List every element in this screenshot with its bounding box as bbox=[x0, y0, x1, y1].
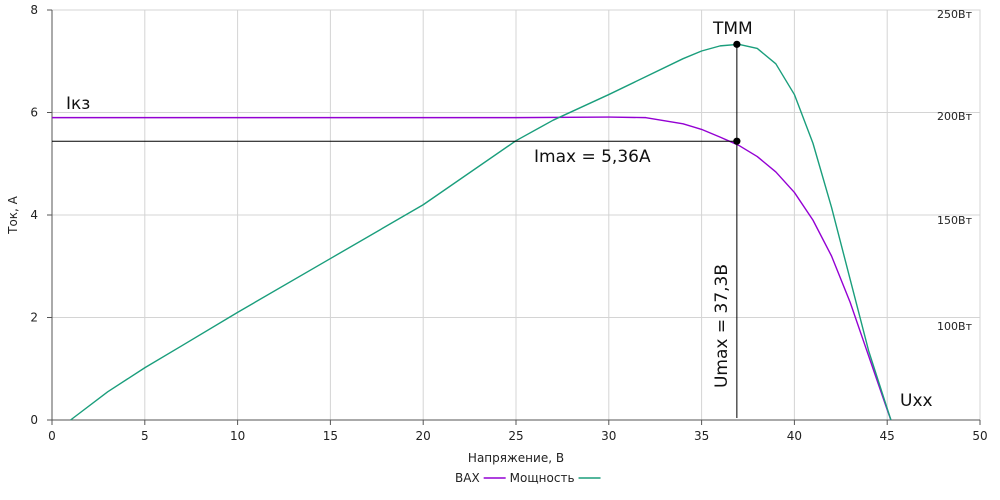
secondary-axis-label: 100Вт bbox=[937, 320, 973, 333]
y-tick-label: 2 bbox=[30, 311, 38, 325]
series-line-0 bbox=[52, 116, 892, 421]
grid bbox=[51, 9, 981, 421]
annotation-uxx: Uxx bbox=[900, 391, 933, 411]
x-tick-label: 10 bbox=[230, 429, 245, 443]
annotation-umax: Umax = 37,3В bbox=[712, 264, 732, 388]
x-tick-label: 45 bbox=[880, 429, 895, 443]
annotation-ikz: Iкз bbox=[66, 94, 90, 114]
x-tick-label: 25 bbox=[508, 429, 523, 443]
legend-label-1: Мощность bbox=[510, 471, 575, 485]
annotation-tmm: ТММ bbox=[712, 19, 753, 39]
y-axis-title: Ток, А bbox=[6, 195, 20, 235]
mpp-power-marker bbox=[733, 40, 741, 48]
x-tick-label: 50 bbox=[972, 429, 987, 443]
series-line-1 bbox=[70, 43, 892, 421]
secondary-axis-label: 200Вт bbox=[937, 110, 973, 123]
secondary-axis-label: 150Вт bbox=[937, 214, 973, 227]
x-tick-label: 40 bbox=[787, 429, 802, 443]
x-tick-label: 0 bbox=[48, 429, 56, 443]
secondary-axis-label: 250Вт bbox=[937, 8, 973, 21]
legend-label-0: ВАХ bbox=[455, 471, 480, 485]
y-tick-label: 6 bbox=[30, 106, 38, 120]
annotation-layer: Iкз ТММ Imax = 5,36A Umax = 37,3В Uxx bbox=[52, 19, 933, 418]
y-tick-label: 0 bbox=[30, 413, 38, 427]
axes: 0 5 10 15 20 25 30 35 40 45 50 0 2 4 6 8 Напряжение, В То… bbox=[6, 3, 988, 465]
x-axis-title: Напряжение, В bbox=[468, 451, 564, 465]
annotation-imax: Imax = 5,36A bbox=[534, 147, 651, 167]
y-tick-label: 8 bbox=[30, 3, 38, 17]
series-layer bbox=[52, 43, 892, 421]
y-tick-label: 4 bbox=[30, 208, 38, 222]
x-tick-label: 35 bbox=[694, 429, 709, 443]
legend: ВАХ Мощность bbox=[455, 471, 601, 485]
mpp-current-marker bbox=[733, 137, 741, 145]
x-tick-label: 20 bbox=[416, 429, 431, 443]
x-tick-label: 15 bbox=[323, 429, 338, 443]
x-tick-label: 30 bbox=[601, 429, 616, 443]
x-tick-label: 5 bbox=[141, 429, 149, 443]
